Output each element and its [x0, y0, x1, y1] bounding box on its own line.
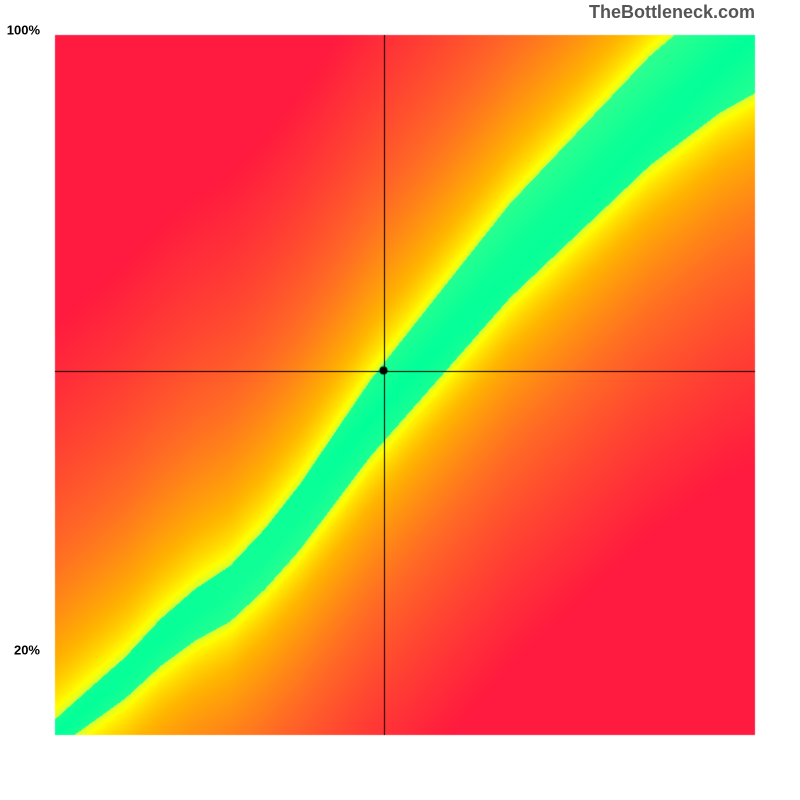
y-axis-label-bottom: 20% [14, 643, 40, 658]
plot-area [45, 25, 765, 745]
watermark-text: TheBottleneck.com [589, 2, 755, 23]
chart-container: TheBottleneck.com 100% 20% [0, 0, 800, 800]
overlay-canvas [45, 25, 765, 745]
y-axis-label-top: 100% [7, 23, 40, 38]
